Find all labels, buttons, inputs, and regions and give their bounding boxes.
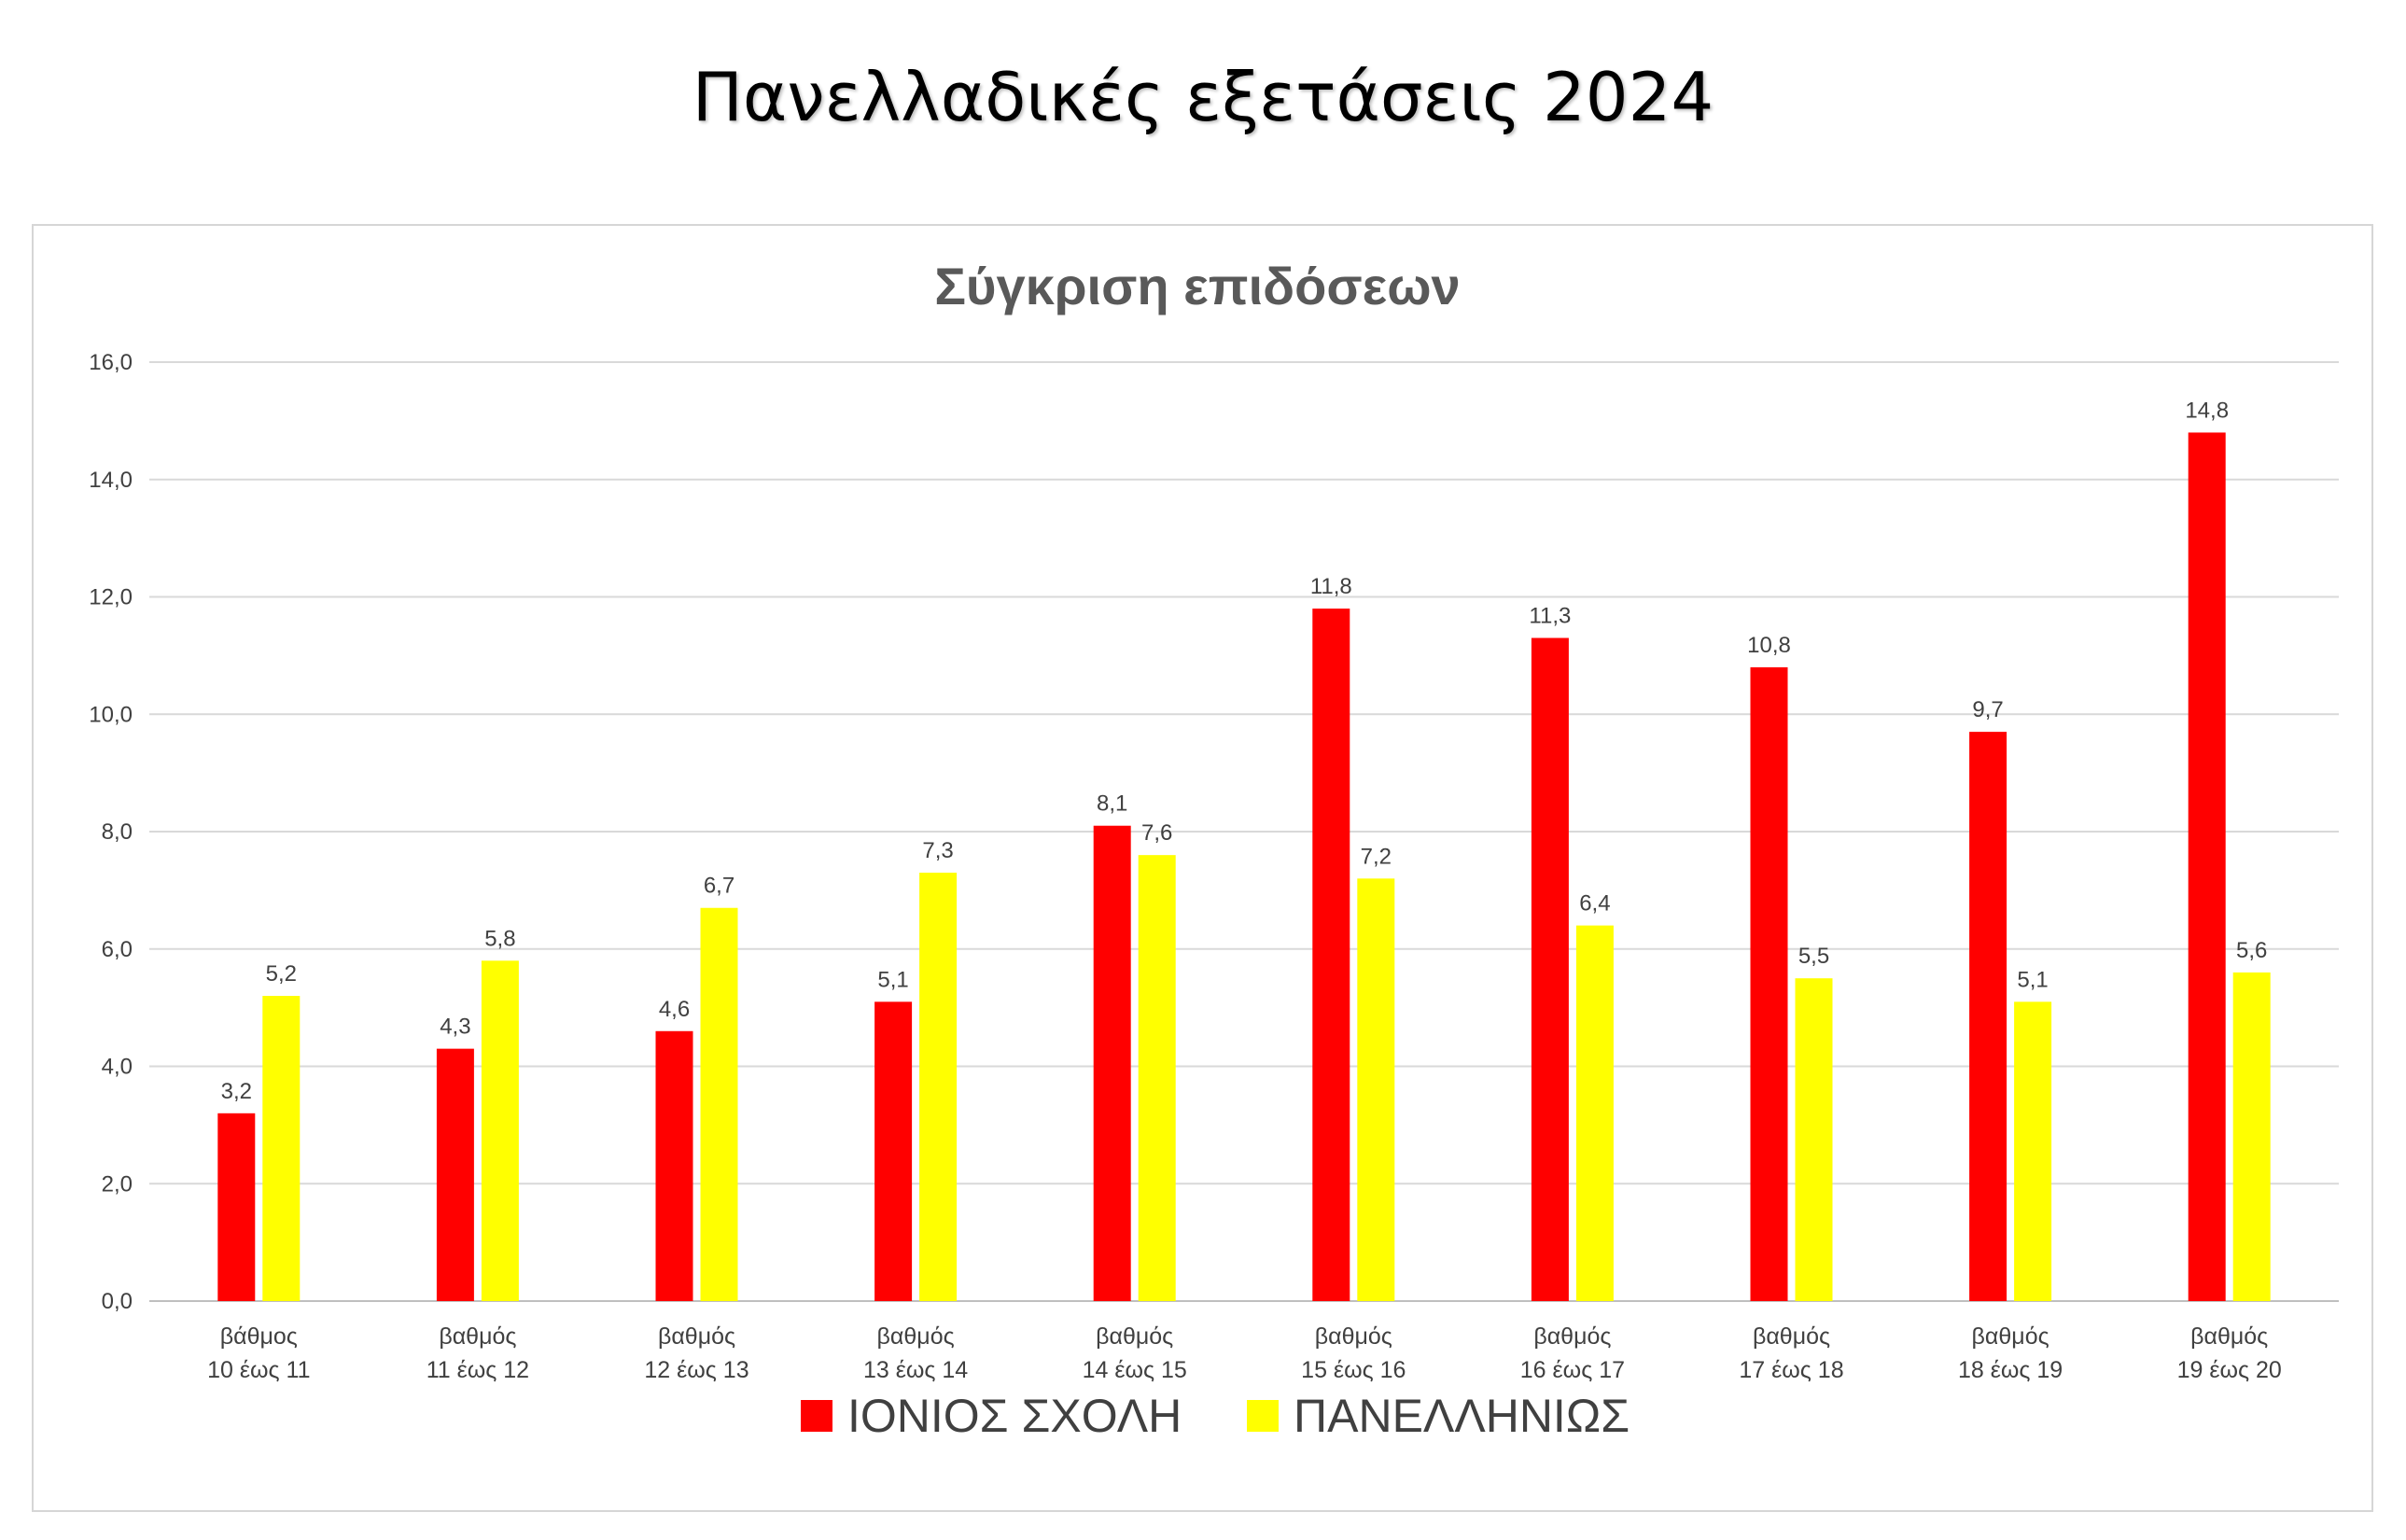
- legend: ΙΟΝΙΟΣ ΣΧΟΛΗ ΠΑΝΕΛΛΗΝΙΩΣ: [801, 1390, 1630, 1442]
- bar: [1969, 732, 2007, 1301]
- data-label: 8,1: [1097, 791, 1127, 817]
- x-category-label-line: βαθμός: [1315, 1323, 1392, 1350]
- x-category-label-line: βαθμός: [1533, 1323, 1611, 1350]
- bar: [874, 1001, 913, 1301]
- bar: [1093, 825, 1131, 1301]
- x-category-label-line: βαθμός: [1753, 1323, 1830, 1350]
- x-category-label: βαθμός 15 έως 16: [1301, 1323, 1406, 1383]
- y-axis-ticks: 0,0 2,0 4,0 6,0 8,0 10,0 12,0 14,0 16,0: [89, 350, 133, 1314]
- data-label: 11,3: [1529, 604, 1571, 629]
- data-label: 10,8: [1747, 633, 1791, 658]
- data-label: 7,6: [1141, 820, 1172, 846]
- x-category-label: βαθμός 14 έως 15: [1083, 1323, 1187, 1383]
- y-tick-label: 0,0: [102, 1289, 133, 1314]
- x-category-label-line: βαθμός: [658, 1323, 735, 1350]
- legend-label: ΠΑΝΕΛΛΗΝΙΩΣ: [1294, 1390, 1630, 1442]
- page-title: Πανελλαδικές εξετάσεις 2024: [692, 58, 1714, 136]
- x-category-label: βάθμος 10 έως 11: [207, 1323, 310, 1383]
- bar: [655, 1030, 693, 1301]
- data-label: 6,4: [1579, 891, 1610, 917]
- y-tick-label: 14,0: [89, 468, 133, 493]
- bar: [919, 873, 958, 1301]
- x-category-label-line: 13 έως 14: [863, 1357, 968, 1383]
- y-tick-label: 16,0: [89, 350, 133, 375]
- bar: [1575, 925, 1614, 1301]
- bars: [217, 432, 2271, 1301]
- y-tick-label: 6,0: [102, 937, 133, 962]
- y-tick-label: 8,0: [102, 819, 133, 845]
- bar: [1750, 666, 1788, 1301]
- x-category-label-line: βαθμός: [439, 1323, 516, 1350]
- x-category-label-line: 16 έως 17: [1520, 1357, 1625, 1383]
- legend-swatch: [1247, 1400, 1279, 1432]
- y-tick-label: 4,0: [102, 1055, 133, 1080]
- bar: [1795, 978, 1833, 1301]
- chart-title: Σύγκριση επιδόσεων: [934, 257, 1460, 315]
- y-tick-label: 10,0: [89, 702, 133, 727]
- data-label: 9,7: [1972, 697, 2003, 722]
- x-category-label: βαθμός 18 έως 19: [1958, 1323, 2063, 1383]
- data-label: 4,3: [440, 1015, 470, 1040]
- bar: [1357, 878, 1395, 1301]
- x-category-label-line: 11 έως 12: [427, 1357, 529, 1383]
- data-label: 5,8: [484, 926, 515, 951]
- x-category-label-line: βαθμός: [2190, 1323, 2268, 1350]
- data-label: 3,2: [221, 1079, 252, 1104]
- bar: [481, 960, 519, 1301]
- chart-area: Σύγκριση επιδόσεων 0,0 2,0 4,0 6,0 8,0 10,0 12…: [32, 224, 2373, 1512]
- data-label: 5,6: [2236, 938, 2267, 963]
- x-category-label-line: 17 έως 18: [1739, 1357, 1843, 1383]
- bar: [1531, 637, 1569, 1301]
- x-category-label-line: βαθμός: [1972, 1323, 2049, 1350]
- data-label: 6,7: [704, 874, 734, 899]
- data-labels: 3,2 5,2 4,3 5,8 4,6 6,7 5,1 7,3 8,1 7,6 11,8 7,2 11,…: [221, 398, 2268, 1103]
- data-label: 5,5: [1798, 944, 1829, 969]
- gridlines: [149, 361, 2339, 1302]
- x-category-label-line: βαθμός: [1096, 1323, 1173, 1350]
- data-label: 5,1: [2017, 967, 2048, 992]
- x-category-label-line: 14 έως 15: [1083, 1357, 1187, 1383]
- bar: [436, 1048, 474, 1301]
- x-category-label: βαθμός 12 έως 13: [644, 1323, 748, 1383]
- legend-swatch: [801, 1400, 832, 1432]
- y-tick-label: 12,0: [89, 585, 133, 610]
- data-label: 7,3: [922, 838, 953, 863]
- bar: [2014, 1001, 2052, 1301]
- x-category-label-line: 18 έως 19: [1958, 1357, 2063, 1383]
- legend-label: ΙΟΝΙΟΣ ΣΧΟΛΗ: [847, 1390, 1182, 1442]
- bar: [262, 996, 301, 1301]
- x-category-label: βαθμός 11 έως 12: [427, 1323, 529, 1383]
- bar: [2188, 432, 2226, 1301]
- x-category-label: βαθμός 19 έως 20: [2177, 1323, 2282, 1383]
- data-label: 5,2: [266, 961, 297, 987]
- x-category-label: βαθμός 16 έως 17: [1520, 1323, 1625, 1383]
- bar: [1138, 855, 1176, 1301]
- x-axis-categories: βάθμος 10 έως 11 βαθμός 11 έως 12 βαθμός 12 έ…: [207, 1323, 2282, 1383]
- x-category-label-line: 15 έως 16: [1301, 1357, 1406, 1383]
- x-category-label-line: 12 έως 13: [644, 1357, 748, 1383]
- x-category-label: βαθμός 17 έως 18: [1739, 1323, 1843, 1383]
- bar: [2232, 972, 2271, 1301]
- bar: [217, 1113, 256, 1301]
- x-category-label-line: βάθμος: [220, 1323, 298, 1350]
- data-label: 4,6: [659, 997, 690, 1022]
- x-category-label-line: βαθμός: [877, 1323, 955, 1350]
- y-tick-label: 2,0: [102, 1171, 133, 1197]
- bar: [1312, 609, 1350, 1301]
- data-label: 5,1: [877, 967, 908, 992]
- data-label: 7,2: [1361, 844, 1392, 869]
- x-category-label-line: 10 έως 11: [207, 1357, 310, 1383]
- x-category-label-line: 19 έως 20: [2177, 1357, 2282, 1383]
- bar-chart: Σύγκριση επιδόσεων 0,0 2,0 4,0 6,0 8,0 10,0 12…: [89, 257, 2339, 1442]
- data-label: 11,8: [1310, 574, 1352, 599]
- x-category-label: βαθμός 13 έως 14: [863, 1323, 968, 1383]
- bar: [700, 907, 738, 1301]
- data-label: 14,8: [2185, 398, 2229, 423]
